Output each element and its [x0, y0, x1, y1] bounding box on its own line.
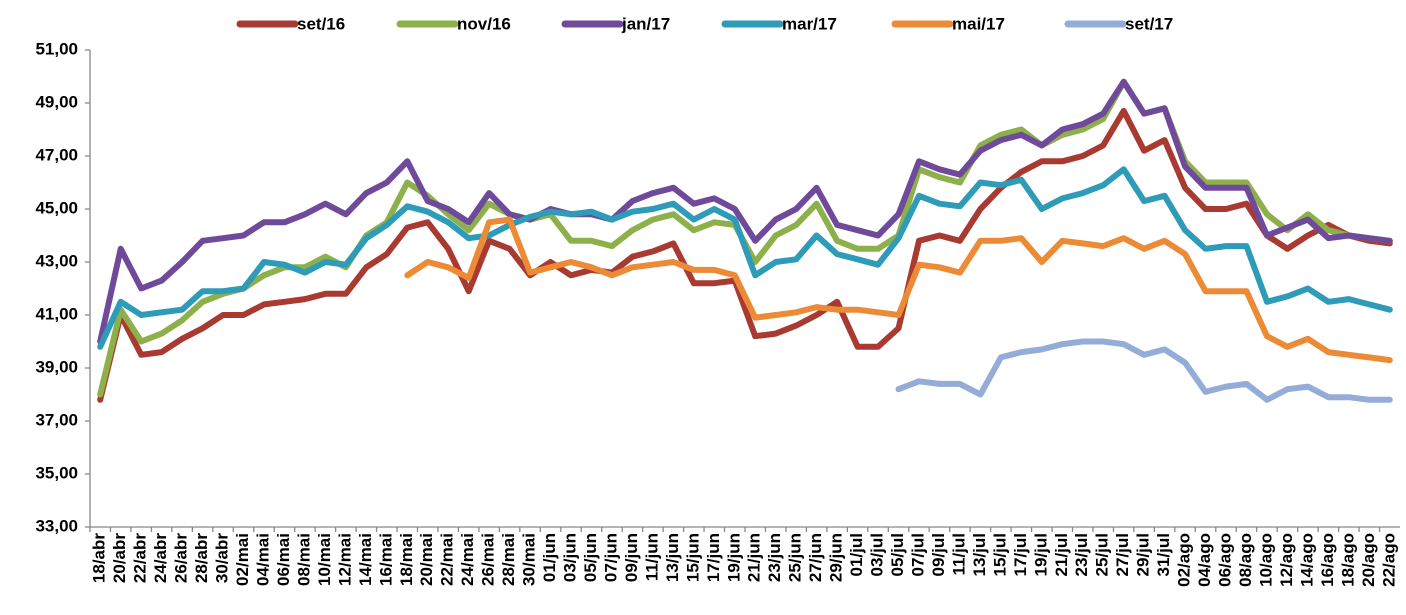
x-tick-label: 20/ago	[1359, 533, 1378, 587]
x-tick-label: 02/mai	[233, 533, 252, 586]
x-tick-label: 12/mai	[335, 533, 354, 586]
x-tick-label: 15/jul	[990, 533, 1009, 576]
x-tick-label: 26/abr	[172, 533, 191, 583]
x-tick-label: 23/jun	[765, 533, 784, 582]
y-tick-label: 51,00	[35, 39, 78, 58]
x-tick-label: 21/jun	[745, 533, 764, 582]
x-tick-label: 27/jun	[806, 533, 825, 582]
x-tick-label: 20/abr	[110, 533, 129, 583]
series-line	[895, 338, 1393, 403]
x-tick-label: 12/ago	[1277, 533, 1296, 587]
x-tick-label: 09/jul	[929, 533, 948, 576]
x-tick-label: 08/mai	[294, 533, 313, 586]
x-tick-label: 05/jul	[888, 533, 907, 576]
x-tick-label: 29/jul	[1134, 533, 1153, 576]
x-tick-label: 28/abr	[192, 533, 211, 583]
series-line	[97, 78, 1393, 345]
x-tick-label: 06/ago	[1216, 533, 1235, 587]
x-tick-label: 02/ago	[1175, 533, 1194, 587]
x-tick-label: 29/jun	[827, 533, 846, 582]
x-tick-label: 22/mai	[438, 533, 457, 586]
x-tick-label: 14/mai	[356, 533, 375, 586]
x-tick-label: 24/abr	[151, 533, 170, 583]
x-tick-label: 03/jun	[561, 533, 580, 582]
y-tick-label: 39,00	[35, 357, 78, 376]
x-tick-label: 14/ago	[1297, 533, 1316, 587]
x-tick-label: 24/mai	[458, 533, 477, 586]
x-tick-label: 15/jun	[683, 533, 702, 582]
legend-label: mai/17	[952, 14, 1005, 33]
x-tick-label: 22/abr	[131, 533, 150, 583]
x-tick-label: 07/jul	[908, 533, 927, 576]
series-line	[97, 166, 1393, 350]
y-tick-label: 49,00	[35, 92, 78, 111]
y-tick-label: 45,00	[35, 198, 78, 217]
x-tick-label: 21/jul	[1052, 533, 1071, 576]
x-tick-label: 25/jul	[1093, 533, 1112, 576]
x-tick-label: 05/jun	[581, 533, 600, 582]
series-line	[404, 216, 1393, 364]
y-tick-label: 47,00	[35, 145, 78, 164]
x-tick-label: 13/jun	[663, 533, 682, 582]
x-tick-label: 26/mai	[479, 533, 498, 586]
x-tick-label: 16/mai	[376, 533, 395, 586]
legend-label: jan/17	[621, 14, 670, 33]
x-tick-label: 18/ago	[1338, 533, 1357, 587]
x-tick-label: 06/mai	[274, 533, 293, 586]
x-tick-label: 13/jul	[970, 533, 989, 576]
x-tick-label: 01/jul	[847, 533, 866, 576]
x-tick-label: 28/mai	[499, 533, 518, 586]
x-tick-label: 04/mai	[253, 533, 272, 586]
y-tick-label: 43,00	[35, 251, 78, 270]
x-tick-label: 17/jun	[704, 533, 723, 582]
x-tick-label: 31/jul	[1154, 533, 1173, 576]
y-tick-label: 33,00	[35, 516, 78, 535]
y-tick-label: 41,00	[35, 304, 78, 323]
x-tick-label: 23/jul	[1072, 533, 1091, 576]
x-tick-label: 18/mai	[397, 533, 416, 586]
x-tick-label: 19/jul	[1031, 533, 1050, 576]
x-tick-label: 30/abr	[213, 533, 232, 583]
x-tick-label: 09/jun	[622, 533, 641, 582]
y-tick-label: 37,00	[35, 410, 78, 429]
legend-label: set/17	[1125, 14, 1173, 33]
y-tick-label: 35,00	[35, 463, 78, 482]
x-tick-label: 19/jun	[724, 533, 743, 582]
x-tick-label: 27/jul	[1113, 533, 1132, 576]
x-tick-label: 16/ago	[1318, 533, 1337, 587]
x-tick-label: 01/jun	[540, 533, 559, 582]
x-tick-label: 07/jun	[601, 533, 620, 582]
x-tick-label: 08/ago	[1236, 533, 1255, 587]
legend-label: mar/17	[782, 14, 837, 33]
x-tick-label: 20/mai	[417, 533, 436, 586]
x-tick-label: 03/jul	[868, 533, 887, 576]
x-tick-label: 17/jul	[1011, 533, 1030, 576]
x-tick-label: 30/mai	[520, 533, 539, 586]
series-line	[97, 107, 1393, 403]
x-tick-label: 10/ago	[1256, 533, 1275, 587]
legend-label: nov/16	[457, 14, 511, 33]
x-tick-label: 04/ago	[1195, 533, 1214, 587]
x-tick-label: 11/jun	[642, 533, 661, 581]
x-tick-label: 18/abr	[90, 533, 109, 583]
x-tick-label: 11/jul	[949, 533, 968, 576]
x-tick-label: 22/ago	[1379, 533, 1398, 587]
x-tick-label: 25/jun	[786, 533, 805, 582]
legend-label: set/16	[297, 14, 345, 33]
x-tick-label: 10/mai	[315, 533, 334, 586]
